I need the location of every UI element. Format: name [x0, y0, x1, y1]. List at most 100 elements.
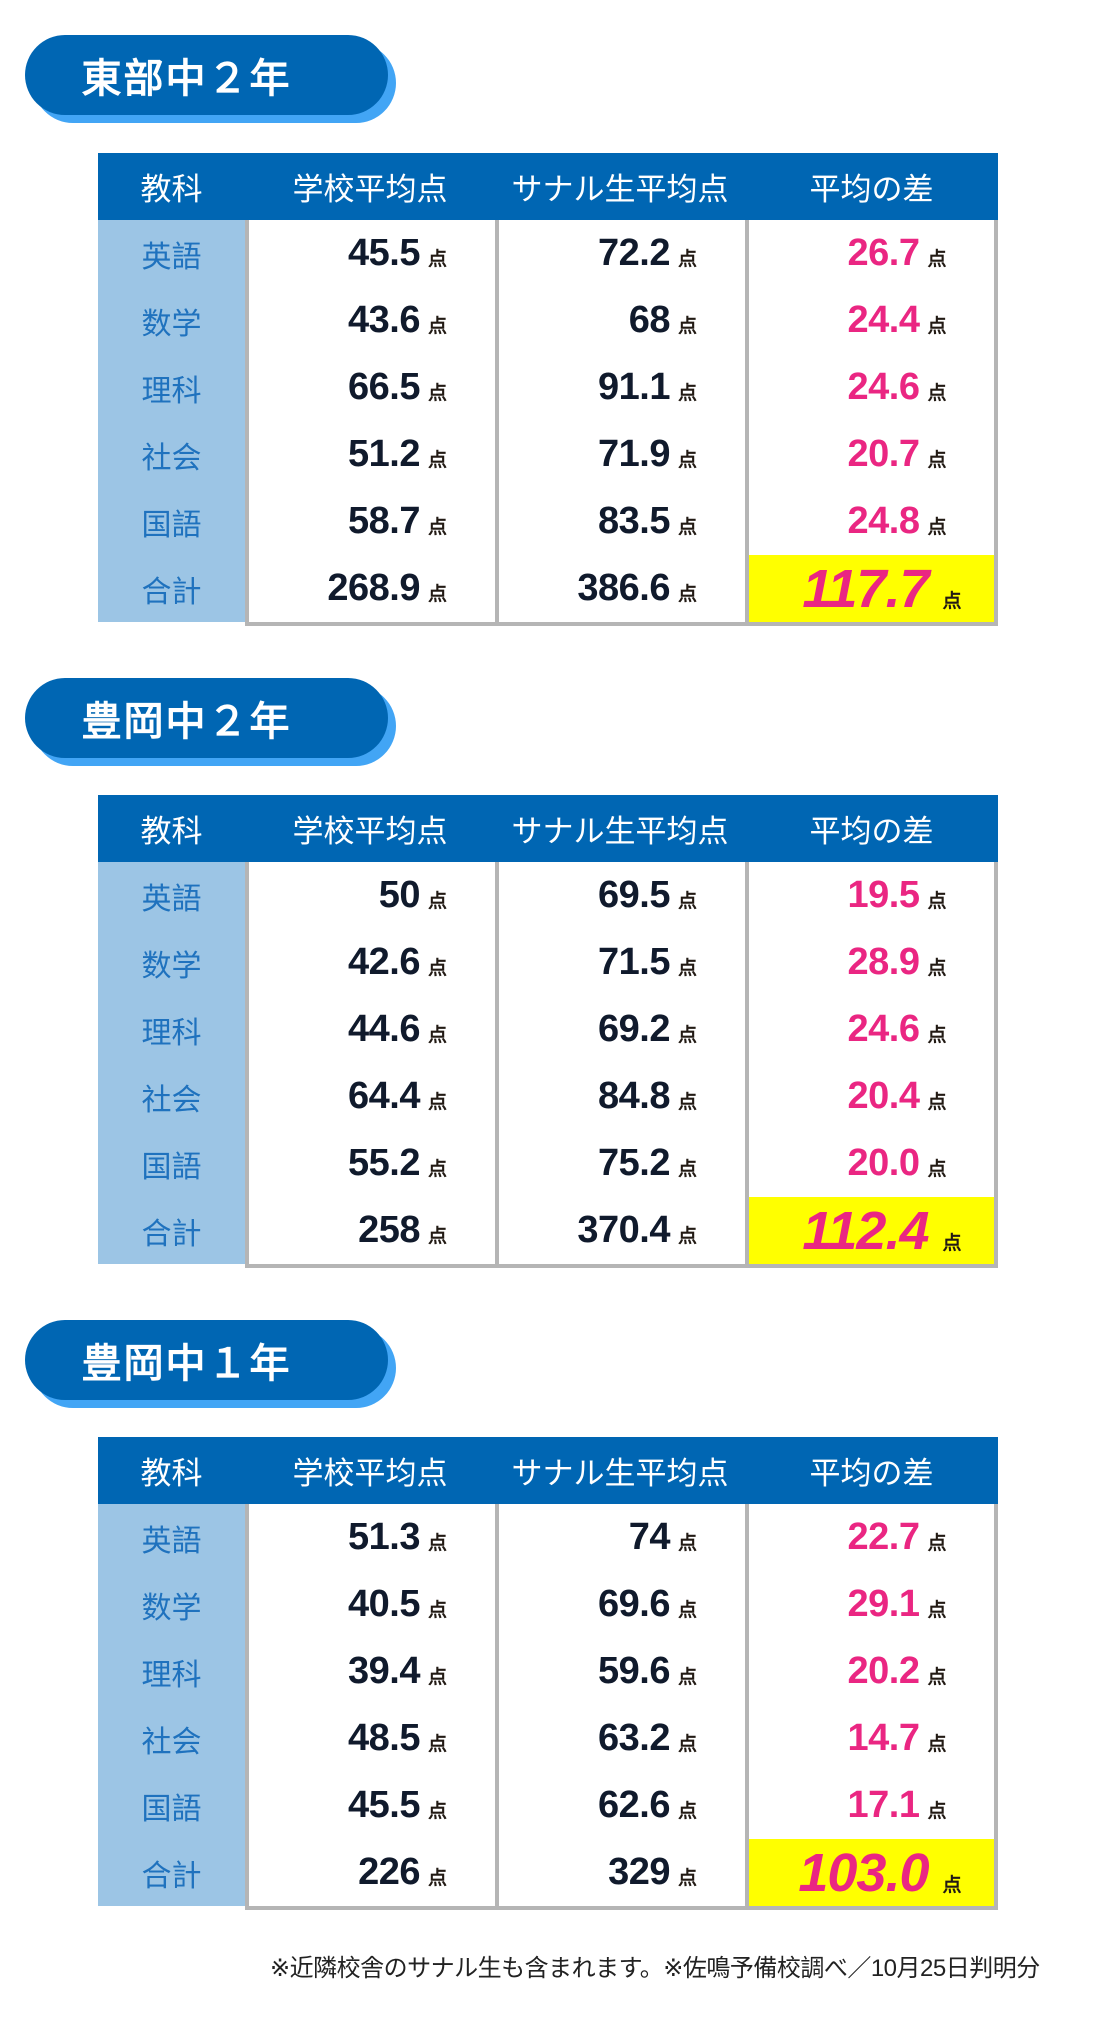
score-table: 教科 学校平均点 サナル生平均点 平均の差 英語 45.5 点 72.2 点 26.7 点数学 43.… — [98, 153, 998, 626]
unit-label: 点 — [427, 1801, 447, 1822]
subject-cell: 合計 — [98, 1839, 245, 1906]
sanaru-average-cell: 75.2 点 — [495, 1130, 745, 1197]
school-average-cell: 43.6 点 — [245, 287, 495, 354]
total-difference-value: 117.7 — [802, 558, 929, 619]
unit-label: 点 — [927, 1025, 947, 1046]
difference-value: 20.2 — [847, 1650, 920, 1692]
column-header: サナル生平均点 — [511, 1456, 729, 1491]
unit-label: 点 — [427, 1092, 447, 1113]
subject-cell: 合計 — [98, 555, 245, 622]
column-header: 平均の差 — [809, 814, 934, 849]
section-title-bubble: 豊岡中１年 — [25, 1320, 396, 1432]
difference-cell: 20.4 点 — [745, 1063, 998, 1130]
difference-cell: 28.9 点 — [745, 929, 998, 996]
school-average-cell: 42.6 点 — [245, 929, 495, 996]
table-row: 理科 44.6 点 69.2 点 24.6 点 — [98, 996, 998, 1063]
table-row: 数学 43.6 点 68 点 24.4 点 — [98, 287, 998, 354]
bubble-body: 東部中２年 — [25, 35, 388, 115]
difference-cell: 29.1 点 — [745, 1571, 998, 1638]
subject-cell: 数学 — [98, 287, 245, 354]
difference-value: 20.0 — [847, 1142, 920, 1184]
sanaru-average-cell: 59.6 点 — [495, 1638, 745, 1705]
unit-label: 点 — [927, 249, 947, 270]
column-header: 教科 — [140, 1456, 203, 1491]
difference-cell: 24.4 点 — [745, 287, 998, 354]
sanaru-average-cell: 69.6 点 — [495, 1571, 745, 1638]
school-average-cell: 39.4 点 — [245, 1638, 495, 1705]
subject-cell: 数学 — [98, 1571, 245, 1638]
sanaru-average-value: 74 — [628, 1516, 671, 1558]
unit-label: 点 — [927, 1801, 947, 1822]
table-row: 理科 39.4 点 59.6 点 20.2 点 — [98, 1638, 998, 1705]
table-row: 数学 40.5 点 69.6 点 29.1 点 — [98, 1571, 998, 1638]
unit-label: 点 — [927, 1159, 947, 1180]
school-average-cell: 55.2 点 — [245, 1130, 495, 1197]
unit-label: 点 — [927, 517, 947, 538]
difference-cell: 24.8 点 — [745, 488, 998, 555]
total-row: 合計 226 点 329 点 103.0 点 — [98, 1839, 998, 1906]
sanaru-average-cell: 72.2 点 — [495, 220, 745, 287]
subject-cell: 理科 — [98, 354, 245, 421]
sanaru-average-value: 68 — [628, 299, 671, 341]
sanaru-average-cell: 74 点 — [495, 1504, 745, 1571]
score-table: 教科 学校平均点 サナル生平均点 平均の差 英語 51.3 点 74 点 22.7 点数学 40.5 点… — [98, 1437, 998, 1910]
unit-label: 点 — [677, 1734, 697, 1755]
school-average-cell: 51.3 点 — [245, 1504, 495, 1571]
unit-label: 点 — [427, 1025, 447, 1046]
unit-label: 点 — [927, 1092, 947, 1113]
total-row: 合計 258 点 370.4 点 112.4 点 — [98, 1197, 998, 1264]
difference-value: 20.4 — [847, 1075, 920, 1117]
difference-cell: 22.7 点 — [745, 1504, 998, 1571]
table-bottom-border — [245, 1264, 998, 1268]
difference-value: 14.7 — [847, 1717, 920, 1759]
difference-value: 17.1 — [847, 1784, 920, 1826]
school-average-cell: 268.9 点 — [245, 555, 495, 622]
subject-cell: 英語 — [98, 220, 245, 287]
difference-value: 28.9 — [847, 941, 920, 983]
unit-label: 点 — [927, 958, 947, 979]
table-row: 社会 64.4 点 84.8 点 20.4 点 — [98, 1063, 998, 1130]
difference-cell: 24.6 点 — [745, 354, 998, 421]
unit-label: 点 — [927, 1734, 947, 1755]
sanaru-average-value: 69.6 — [598, 1583, 670, 1625]
table-row: 英語 51.3 点 74 点 22.7 点 — [98, 1504, 998, 1571]
footnote: ※近隣校舎のサナル生も含まれます。※佐鳴予備校調べ／10月25日判明分 — [270, 1955, 1040, 1982]
difference-value: 24.6 — [847, 1008, 920, 1050]
table-row: 国語 58.7 点 83.5 点 24.8 点 — [98, 488, 998, 555]
subject-cell: 合計 — [98, 1197, 245, 1264]
subject-cell: 社会 — [98, 1063, 245, 1130]
table-header: 教科 学校平均点 サナル生平均点 平均の差 — [98, 153, 998, 220]
sanaru-average-cell: 71.5 点 — [495, 929, 745, 996]
school-average-cell: 50 点 — [245, 862, 495, 929]
sanaru-average-cell: 84.8 点 — [495, 1063, 745, 1130]
unit-label: 点 — [427, 249, 447, 270]
section-title: 豊岡中２年 — [81, 700, 292, 744]
subject-cell: 英語 — [98, 862, 245, 929]
total-difference-cell: 117.7 点 — [745, 555, 998, 622]
sanaru-average-value: 72.2 — [598, 232, 670, 274]
unit-label: 点 — [677, 1159, 697, 1180]
unit-label: 点 — [427, 1159, 447, 1180]
difference-cell: 20.7 点 — [745, 421, 998, 488]
table-row: 国語 45.5 点 62.6 点 17.1 点 — [98, 1772, 998, 1839]
table-header: 教科 学校平均点 サナル生平均点 平均の差 — [98, 1437, 998, 1504]
subject-cell: 英語 — [98, 1504, 245, 1571]
sanaru-average-cell: 68 点 — [495, 287, 745, 354]
table-row: 英語 45.5 点 72.2 点 26.7 点 — [98, 220, 998, 287]
section-title-bubble: 東部中２年 — [25, 35, 396, 147]
school-average-cell: 66.5 点 — [245, 354, 495, 421]
unit-label: 点 — [427, 584, 447, 605]
school-average-value: 39.4 — [348, 1650, 420, 1692]
total-difference-cell: 112.4 点 — [745, 1197, 998, 1264]
total-row: 合計 268.9 点 386.6 点 117.7 点 — [98, 555, 998, 622]
unit-label: 点 — [427, 1533, 447, 1554]
difference-value: 24.4 — [847, 299, 920, 341]
section-title: 豊岡中１年 — [81, 1342, 292, 1386]
difference-value: 26.7 — [847, 232, 920, 274]
table-row: 社会 51.2 点 71.9 点 20.7 点 — [98, 421, 998, 488]
table-bottom-border — [245, 622, 998, 626]
school-average-cell: 64.4 点 — [245, 1063, 495, 1130]
school-average-value: 50 — [378, 874, 421, 916]
school-average-cell: 45.5 点 — [245, 220, 495, 287]
school-average-cell: 258 点 — [245, 1197, 495, 1264]
